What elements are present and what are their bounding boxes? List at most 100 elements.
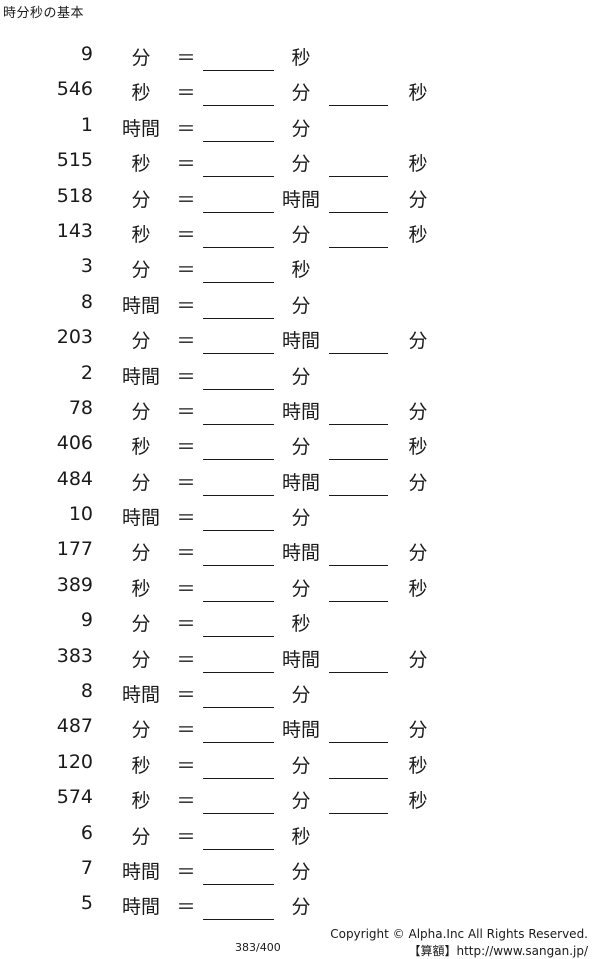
problem-row: 78 分 ＝ 時間 分: [0, 391, 600, 426]
answer-blank[interactable]: [203, 848, 274, 850]
answer-blank[interactable]: [203, 246, 274, 248]
answer-blank[interactable]: [203, 494, 274, 496]
unit-from: 分: [131, 825, 151, 848]
unit-answer: 分: [291, 153, 311, 176]
answer-blank[interactable]: [203, 176, 274, 178]
problem-number: 177: [56, 538, 93, 561]
unit-from: 分: [131, 648, 151, 671]
equals-sign: ＝: [176, 365, 196, 388]
answer-blank[interactable]: [203, 388, 274, 390]
unit-from: 時間: [121, 507, 160, 530]
problem-row: 389 秒 ＝ 分 秒: [0, 568, 600, 603]
equals-sign: ＝: [176, 790, 196, 813]
problem-row: 203 分 ＝ 時間 分: [0, 320, 600, 355]
problem-number: 389: [56, 573, 93, 596]
problem-row: 546 秒 ＝ 分 秒: [0, 72, 600, 107]
problem-number: 10: [68, 503, 93, 526]
answer-blank-second[interactable]: [329, 813, 388, 815]
unit-answer-second: 分: [408, 400, 428, 423]
unit-from: 秒: [131, 436, 151, 459]
answer-blank[interactable]: [203, 707, 274, 709]
answer-blank[interactable]: [203, 883, 274, 885]
problem-row: 383 分 ＝ 時間 分: [0, 639, 600, 674]
unit-answer: 分: [291, 223, 311, 246]
answer-blank-second[interactable]: [329, 246, 388, 248]
answer-blank-second[interactable]: [329, 423, 388, 425]
answer-blank[interactable]: [203, 600, 274, 602]
answer-blank-second[interactable]: [329, 565, 388, 567]
answer-blank-second[interactable]: [329, 105, 388, 107]
unit-from: 時間: [121, 117, 160, 140]
equals-sign: ＝: [176, 188, 196, 211]
unit-answer: 分: [291, 896, 311, 919]
unit-answer: 秒: [291, 259, 311, 282]
answer-blank-second[interactable]: [329, 742, 388, 744]
answer-blank-second[interactable]: [329, 353, 388, 355]
unit-answer: 時間: [281, 471, 320, 494]
answer-blank[interactable]: [203, 919, 274, 921]
equals-sign: ＝: [176, 507, 196, 530]
equals-sign: ＝: [176, 577, 196, 600]
answer-blank[interactable]: [203, 777, 274, 779]
problem-number: 120: [56, 750, 93, 773]
answer-blank[interactable]: [203, 317, 274, 319]
answer-blank[interactable]: [203, 282, 274, 284]
problem-row: 8 時間 ＝ 分: [0, 285, 600, 320]
answer-blank-second[interactable]: [329, 176, 388, 178]
answer-blank[interactable]: [203, 636, 274, 638]
unit-from: 時間: [121, 294, 160, 317]
unit-answer: 秒: [291, 47, 311, 69]
problem-row: 487 分 ＝ 時間 分: [0, 709, 600, 744]
equals-sign: ＝: [176, 471, 196, 494]
answer-blank[interactable]: [203, 211, 274, 213]
problem-row: 574 秒 ＝ 分 秒: [0, 780, 600, 815]
equals-sign: ＝: [176, 648, 196, 671]
answer-blank[interactable]: [203, 813, 274, 815]
answer-blank[interactable]: [203, 423, 274, 425]
answer-blank[interactable]: [203, 459, 274, 461]
problem-row: 406 秒 ＝ 分 秒: [0, 426, 600, 461]
answer-blank[interactable]: [203, 140, 274, 142]
answer-blank[interactable]: [203, 671, 274, 673]
unit-answer: 分: [291, 577, 311, 600]
unit-answer: 時間: [281, 188, 320, 211]
answer-blank[interactable]: [203, 530, 274, 532]
answer-blank[interactable]: [203, 353, 274, 355]
answer-blank-second[interactable]: [329, 671, 388, 673]
unit-from: 分: [131, 330, 151, 353]
problem-number: 8: [80, 680, 93, 703]
answer-blank-second[interactable]: [329, 777, 388, 779]
answer-blank[interactable]: [203, 742, 274, 744]
unit-answer-second: 秒: [408, 223, 428, 246]
unit-answer: 分: [291, 294, 311, 317]
problem-number: 487: [56, 715, 93, 738]
unit-from: 分: [131, 471, 151, 494]
unit-from: 秒: [131, 577, 151, 600]
problem-number: 5: [80, 892, 93, 915]
problem-row: 143 秒 ＝ 分 秒: [0, 214, 600, 249]
problem-number: 484: [56, 467, 93, 490]
unit-answer: 秒: [291, 825, 311, 848]
answer-blank-second[interactable]: [329, 600, 388, 602]
equals-sign: ＝: [176, 330, 196, 353]
equals-sign: ＝: [176, 684, 196, 707]
unit-answer: 分: [291, 117, 311, 140]
problem-row: 515 秒 ＝ 分 秒: [0, 143, 600, 178]
unit-from: 秒: [131, 153, 151, 176]
problem-number: 574: [56, 786, 93, 809]
answer-blank[interactable]: [203, 70, 274, 71]
unit-answer-second: 秒: [408, 577, 428, 600]
answer-blank-second[interactable]: [329, 211, 388, 213]
unit-from: 秒: [131, 790, 151, 813]
answer-blank-second[interactable]: [329, 459, 388, 461]
unit-from: 秒: [131, 754, 151, 777]
unit-answer-second: 分: [408, 719, 428, 742]
equals-sign: ＝: [176, 542, 196, 565]
unit-from: 秒: [131, 82, 151, 105]
answer-blank[interactable]: [203, 565, 274, 567]
answer-blank[interactable]: [203, 105, 274, 107]
answer-blank-second[interactable]: [329, 494, 388, 496]
equals-sign: ＝: [176, 754, 196, 777]
unit-answer-second: 秒: [408, 436, 428, 459]
problem-number: 6: [80, 821, 93, 844]
